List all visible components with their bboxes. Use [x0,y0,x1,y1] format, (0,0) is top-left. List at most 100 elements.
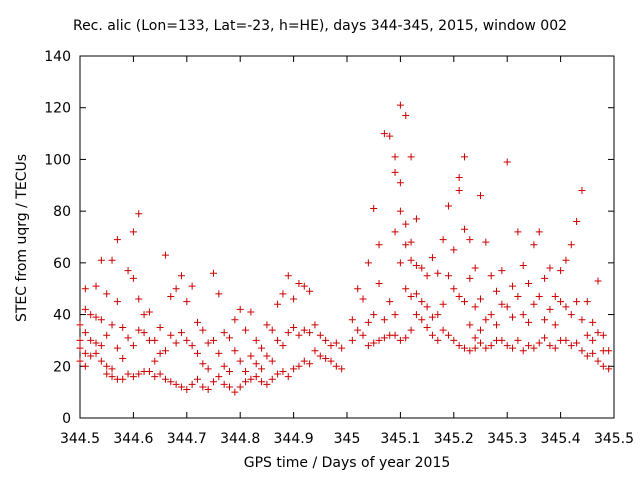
plot-border [79,55,615,419]
y-tick-label: 120 [44,101,71,117]
data-point [434,311,442,319]
data-point [477,339,484,347]
data-point [161,375,169,383]
data-point [92,313,100,321]
data-point [167,292,175,300]
data-point [583,352,591,360]
data-point [589,336,597,344]
data-point [295,362,303,370]
data-point [247,308,255,316]
data-point [509,282,517,290]
data-point [268,357,276,365]
data-point [81,285,89,293]
data-point [380,334,388,342]
data-point [231,388,239,396]
data-point [589,318,597,326]
data-point [375,280,383,288]
data-point [573,339,581,347]
data-point [97,316,105,324]
data-point [220,380,228,388]
data-point [199,383,207,391]
data-point [247,352,255,360]
data-point [129,274,137,282]
data-point [236,383,244,391]
data-point [113,344,121,352]
data-point [402,285,410,293]
data-point [487,311,495,319]
data-point [386,298,394,306]
data-point [279,367,287,375]
data-point [455,174,463,182]
data-point [450,285,458,293]
data-point [509,313,517,321]
data-points [76,101,613,396]
data-point [92,339,100,347]
data-point [396,207,404,215]
data-point [177,272,185,280]
data-point [562,336,570,344]
data-point [76,357,84,365]
data-point [423,324,431,331]
data-point [460,153,468,161]
data-point [599,331,607,339]
data-point [87,336,95,344]
data-point [423,303,431,311]
data-point [509,344,517,352]
y-tick-label: 20 [53,359,71,375]
data-point [375,241,383,249]
data-point [113,298,121,306]
data-point [263,321,271,329]
data-point [226,383,234,391]
data-point [188,380,196,388]
data-point [407,256,415,264]
data-point [514,292,522,300]
data-point [519,261,527,269]
data-point [327,342,335,350]
y-tick-label: 0 [62,411,71,427]
data-point [92,282,100,290]
data-point [364,259,372,267]
data-point [439,300,447,308]
data-point [242,367,250,375]
data-point [172,380,180,388]
data-point [135,326,143,334]
data-point [541,274,549,282]
data-point [156,370,164,378]
data-point [338,365,346,373]
data-point [129,373,137,381]
data-point [183,386,191,394]
data-point [204,339,212,347]
data-point [391,331,399,339]
data-point [450,336,458,344]
data-point [482,344,490,352]
data-point [396,179,404,187]
data-point [81,349,89,357]
data-point [578,186,586,194]
data-point [268,375,276,383]
data-point [546,342,554,350]
axis-ticks [79,55,615,419]
data-point [97,357,105,365]
data-point [274,370,282,378]
data-point [274,336,282,344]
data-point [402,334,410,342]
data-point [135,210,143,218]
x-tick-label: 344.9 [274,431,314,447]
data-point [583,331,591,339]
data-point [391,153,399,161]
data-point [215,349,223,357]
data-point [450,246,458,254]
data-point [242,326,250,334]
data-point [466,321,474,329]
data-point [145,308,153,316]
data-point [525,342,533,350]
data-point [97,256,105,264]
data-point [124,267,132,275]
data-point [119,355,127,363]
data-point [455,342,463,350]
data-point [290,365,298,373]
data-point [546,264,554,272]
data-point [76,321,84,329]
data-point [487,272,495,280]
